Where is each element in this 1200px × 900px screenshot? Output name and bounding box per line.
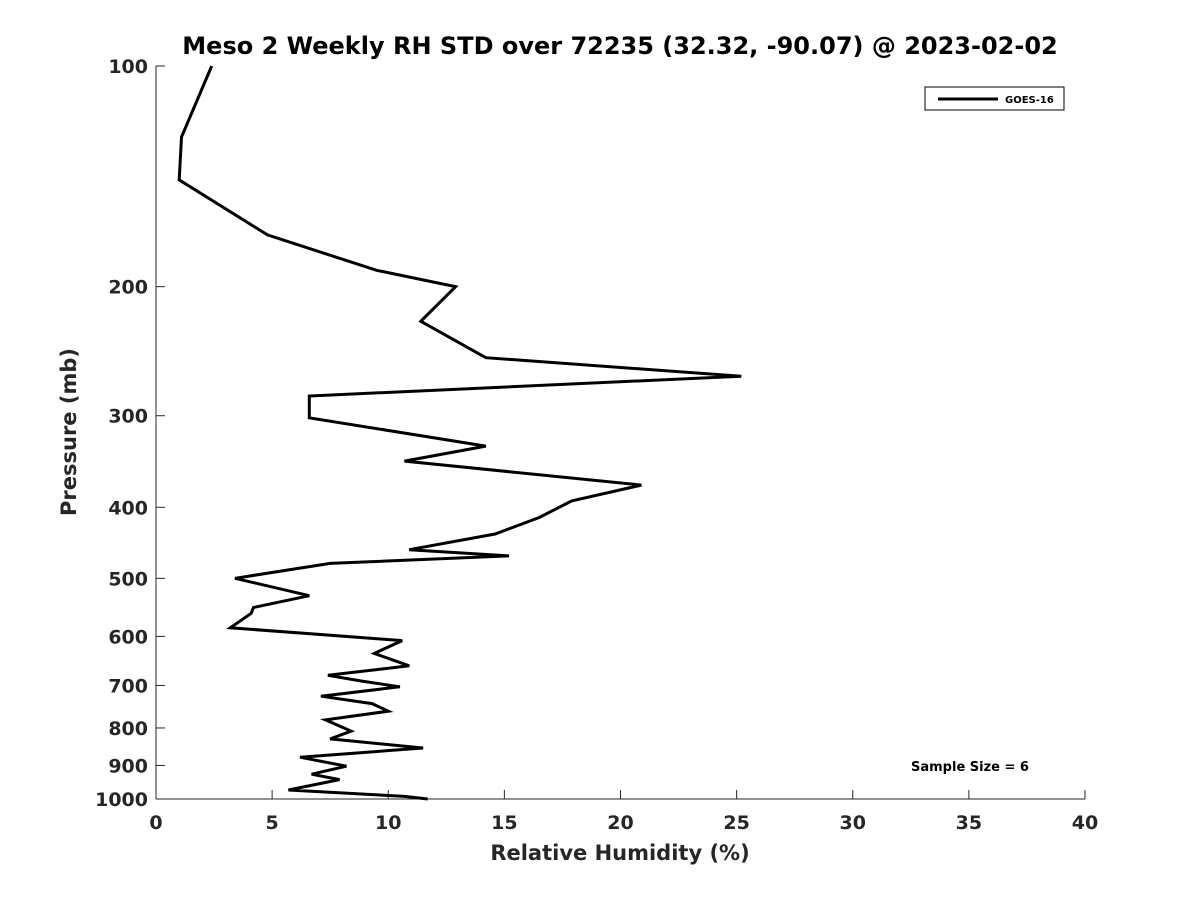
y-tick-label: 700 bbox=[108, 675, 148, 697]
x-tick-label: 35 bbox=[956, 812, 982, 834]
x-axis-ticks: 0 5 10 15 20 25 30 35 40 bbox=[149, 790, 1098, 834]
y-axis-ticks: 100 200 300 400 500 600 700 800 900 1000 bbox=[95, 56, 165, 811]
x-axis-label: Relative Humidity (%) bbox=[490, 841, 749, 865]
x-tick-label: 10 bbox=[375, 812, 401, 834]
x-tick-label: 25 bbox=[723, 812, 749, 834]
x-tick-label: 0 bbox=[149, 812, 162, 834]
legend-label: GOES-16 bbox=[1005, 95, 1054, 106]
legend: GOES-16 bbox=[924, 86, 1065, 111]
chart-title: Meso 2 Weekly RH STD over 72235 (32.32, … bbox=[182, 32, 1057, 60]
y-tick-label: 900 bbox=[108, 755, 148, 777]
y-axis-label: Pressure (mb) bbox=[57, 348, 81, 516]
y-tick-label: 1000 bbox=[95, 789, 148, 811]
y-tick-label: 400 bbox=[108, 497, 148, 519]
y-tick-label: 300 bbox=[108, 406, 148, 428]
y-tick-label: 600 bbox=[108, 626, 148, 648]
x-tick-label: 30 bbox=[840, 812, 866, 834]
x-tick-label: 40 bbox=[1072, 812, 1098, 834]
axes bbox=[155, 66, 1085, 800]
y-tick-label: 100 bbox=[108, 56, 148, 78]
y-tick-label: 800 bbox=[108, 718, 148, 740]
x-tick-label: 5 bbox=[266, 812, 279, 834]
y-tick-label: 200 bbox=[108, 277, 148, 299]
y-tick-label: 500 bbox=[108, 568, 148, 590]
sample-size-annotation: Sample Size = 6 bbox=[911, 760, 1029, 775]
series-line-goes16 bbox=[177, 65, 742, 801]
x-tick-label: 15 bbox=[491, 812, 517, 834]
x-tick-label: 20 bbox=[607, 812, 633, 834]
